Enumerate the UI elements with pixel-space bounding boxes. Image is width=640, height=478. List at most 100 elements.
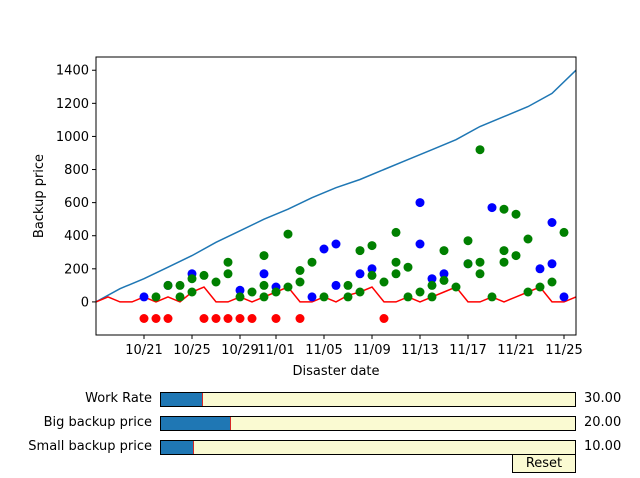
data-point [379, 314, 389, 323]
data-point [427, 292, 437, 302]
data-point [523, 234, 533, 244]
data-point [391, 257, 401, 267]
data-point [199, 270, 209, 280]
data-point [535, 264, 545, 274]
data-point [187, 274, 197, 284]
data-point [415, 198, 425, 208]
data-point [355, 269, 365, 279]
data-point [223, 314, 233, 323]
data-point [259, 280, 269, 290]
data-point [487, 292, 497, 302]
slider-label: Small backup price [28, 439, 152, 454]
data-point [283, 282, 293, 292]
data-point [559, 227, 569, 237]
data-point [523, 287, 533, 297]
data-point [151, 314, 161, 323]
data-point [355, 246, 365, 256]
plot-frame [95, 56, 577, 336]
data-point [367, 270, 377, 280]
slider-fill[interactable] [161, 441, 194, 454]
data-point [319, 292, 329, 302]
data-point [139, 314, 149, 323]
y-tick-label: 400 [64, 229, 89, 244]
data-point [355, 287, 365, 297]
slider-fill[interactable] [161, 393, 204, 406]
data-point [199, 314, 209, 323]
data-point [427, 280, 437, 290]
x-tick-label: 10/29 [221, 343, 258, 358]
x-tick-label: 10/25 [173, 343, 210, 358]
data-point [271, 314, 281, 323]
reset-button[interactable]: Reset [512, 454, 576, 473]
data-point [259, 251, 269, 261]
data-point [235, 285, 245, 295]
data-point [487, 203, 497, 213]
data-point [235, 314, 245, 323]
x-tick-label: 11/05 [305, 343, 342, 358]
data-point [379, 277, 389, 287]
data-point [223, 257, 233, 267]
data-point [499, 204, 509, 214]
data-point [367, 264, 377, 274]
y-tick-label: 1000 [56, 130, 89, 145]
slider-label: Work Rate [85, 391, 152, 406]
data-point [499, 257, 509, 267]
data-point [415, 287, 425, 297]
x-axis-label: Disaster date [292, 364, 379, 379]
x-tick-label: 10/21 [125, 343, 162, 358]
data-point [271, 287, 281, 297]
slider-track[interactable] [160, 392, 576, 407]
data-point [499, 246, 509, 256]
data-point [259, 292, 269, 302]
x-tick-label: 11/25 [545, 343, 582, 358]
data-point [223, 269, 233, 279]
slider-label: Big backup price [43, 415, 152, 430]
data-point [415, 239, 425, 249]
y-tick-label: 0 [81, 295, 89, 310]
y-tick-label: 200 [64, 262, 89, 277]
x-tick-label: 11/13 [401, 343, 438, 358]
data-point [247, 287, 257, 297]
slider-value: 10.00 [584, 439, 622, 454]
data-point [163, 280, 173, 290]
data-point [439, 269, 449, 279]
data-point [175, 292, 185, 302]
data-point [319, 244, 329, 254]
data-point [163, 314, 173, 323]
data-point [439, 275, 449, 285]
data-point [547, 218, 557, 227]
data-point [463, 236, 473, 246]
data-point [475, 257, 485, 267]
data-point [343, 280, 353, 290]
data-point [331, 239, 341, 249]
y-tick-label: 600 [64, 196, 89, 211]
slider-track[interactable] [160, 440, 576, 455]
data-point [463, 259, 473, 269]
data-point [427, 274, 437, 284]
slider-fill[interactable] [161, 417, 232, 430]
data-point [259, 269, 269, 279]
x-tick-label: 11/09 [353, 343, 390, 358]
x-tick-label: 11/21 [497, 343, 534, 358]
data-point [451, 282, 461, 292]
series-line-0 [96, 69, 576, 303]
data-point [211, 277, 221, 287]
data-point [559, 292, 569, 302]
slider-track[interactable] [160, 416, 576, 431]
data-point [283, 229, 293, 239]
data-point [235, 292, 245, 302]
data-point [307, 257, 317, 267]
data-point [295, 314, 305, 323]
data-point [475, 145, 485, 155]
data-point [511, 209, 521, 219]
x-tick-label: 11/17 [449, 343, 486, 358]
data-point [367, 241, 377, 251]
y-tick-label: 1200 [56, 97, 89, 112]
y-tick-label: 800 [64, 163, 89, 178]
x-tick-label: 11/01 [257, 343, 294, 358]
data-point [475, 269, 485, 279]
data-point [139, 292, 149, 302]
data-point [547, 259, 557, 269]
data-point [547, 277, 557, 287]
